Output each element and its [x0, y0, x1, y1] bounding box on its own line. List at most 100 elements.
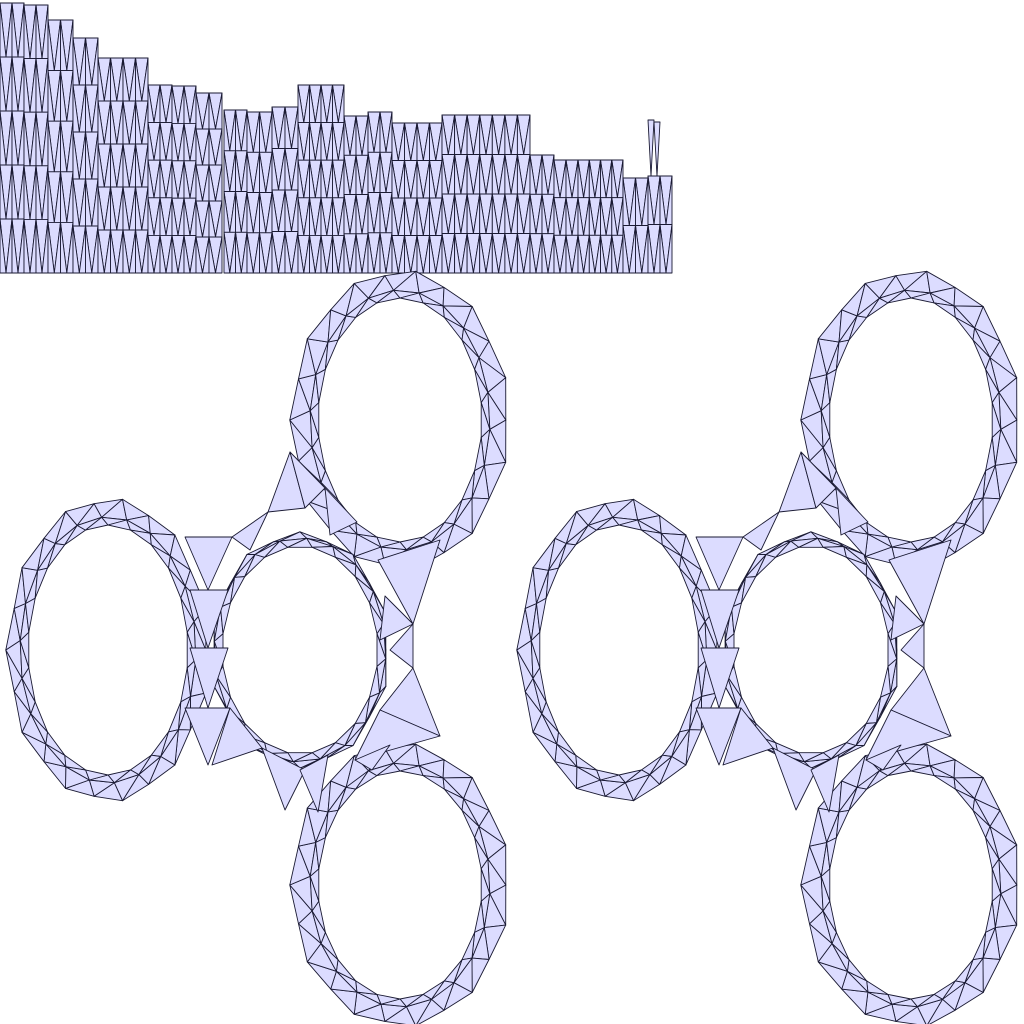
ring-triangle [168, 701, 182, 733]
strip-triangle [367, 232, 375, 274]
strip-triangle [355, 233, 363, 274]
strip-triangle [541, 233, 549, 274]
strip-triangle [343, 233, 351, 274]
strip-triangle [35, 218, 43, 274]
connector-triangle [354, 744, 391, 771]
strip-triangle [110, 229, 118, 274]
ring-triangle [355, 980, 378, 995]
connector-triangle [389, 623, 414, 669]
mesh-view-left [5, 270, 507, 1024]
connector-triangle [890, 595, 925, 641]
strip-triangle [491, 233, 500, 274]
ring-triangle [442, 759, 473, 779]
strip-triangle [122, 229, 130, 274]
strip-triangle [454, 233, 462, 274]
strip-triangle [577, 234, 585, 274]
strip-triangle [208, 236, 216, 274]
ring-triangle [822, 546, 847, 558]
strip-triangle [183, 235, 191, 274]
strip-triangle [11, 218, 19, 274]
ring-triangle [817, 309, 843, 343]
strip-triangle [195, 236, 203, 274]
strip-triangle [85, 225, 93, 274]
ring-triangle [422, 775, 445, 790]
connector-triangle [299, 754, 329, 813]
ring-triangle [679, 701, 693, 733]
ring-triangle [330, 988, 358, 1015]
strip-triangle [647, 224, 655, 274]
ring-triangle [311, 546, 336, 558]
strip-triangle [147, 234, 155, 274]
strip-triangle [320, 234, 328, 274]
connector-triangle [261, 747, 306, 811]
strip-triangle [600, 234, 607, 274]
connector-triangle [184, 707, 231, 766]
connector-triangle [377, 539, 441, 625]
connector-triangle [865, 709, 952, 761]
connector-triangle [700, 589, 740, 649]
strip-triangle [429, 235, 437, 274]
strip-triangle [565, 234, 573, 274]
strip-triangle [271, 231, 279, 274]
ring-triangle [866, 980, 889, 995]
strip-triangle [297, 234, 305, 274]
strip-triangle [529, 233, 537, 274]
connector-triangle [211, 707, 263, 766]
connector-triangle [810, 754, 840, 813]
ring-triangle [471, 497, 490, 534]
connector-triangle [772, 747, 817, 811]
strip-triangle [659, 224, 667, 274]
ring-triangle [841, 988, 869, 1015]
connector-triangle [722, 707, 774, 766]
ring-triangle [148, 515, 176, 536]
ring-triangle [953, 286, 984, 307]
strip-triangle [72, 225, 80, 274]
connector-triangle [900, 623, 925, 669]
ring-triangle [34, 567, 48, 599]
ring-triangle [933, 775, 956, 790]
strip-triangle [223, 231, 231, 274]
strip-triangle [665, 224, 673, 274]
strip-spike [647, 119, 655, 177]
connector-triangle [189, 589, 229, 649]
ring-triangle [982, 497, 1001, 534]
strip-triangle [479, 233, 487, 274]
ring-triangle [887, 633, 898, 667]
ring-triangle [442, 286, 473, 307]
connector-triangle [231, 511, 269, 551]
strip-triangle [441, 233, 449, 274]
strip-triangle [97, 229, 105, 274]
mesh-view-right [516, 270, 1018, 1024]
connector-triangle [695, 707, 742, 766]
connector-triangle [865, 744, 902, 771]
strip-triangle [516, 233, 525, 274]
connector-triangle [800, 451, 837, 509]
strip-triangle [235, 231, 242, 274]
connector-triangle [700, 647, 740, 709]
strip-triangle [0, 218, 7, 274]
connector-triangle [324, 487, 358, 536]
connector-triangle [184, 536, 233, 591]
strip-triangle [284, 231, 292, 274]
connector-triangle [354, 709, 441, 761]
strip-triangle [588, 234, 596, 274]
strip-triangle [47, 221, 55, 274]
connector-triangle [888, 539, 952, 625]
strip-triangle [416, 235, 424, 274]
uv-strip-layout [0, 2, 673, 274]
connector-triangle [695, 536, 744, 591]
connector-triangle [189, 647, 229, 709]
strip-triangle [171, 235, 179, 274]
strip-triangle [135, 229, 143, 274]
strip-triangle [391, 235, 399, 274]
ring-triangle [306, 309, 332, 343]
connector-triangle [835, 487, 869, 536]
strip-triangle [159, 234, 167, 274]
strip-triangle [553, 234, 561, 274]
connector-triangle [742, 511, 780, 551]
strip-triangle [60, 221, 68, 274]
strip-triangle [611, 234, 618, 274]
ring-triangle [953, 759, 984, 779]
